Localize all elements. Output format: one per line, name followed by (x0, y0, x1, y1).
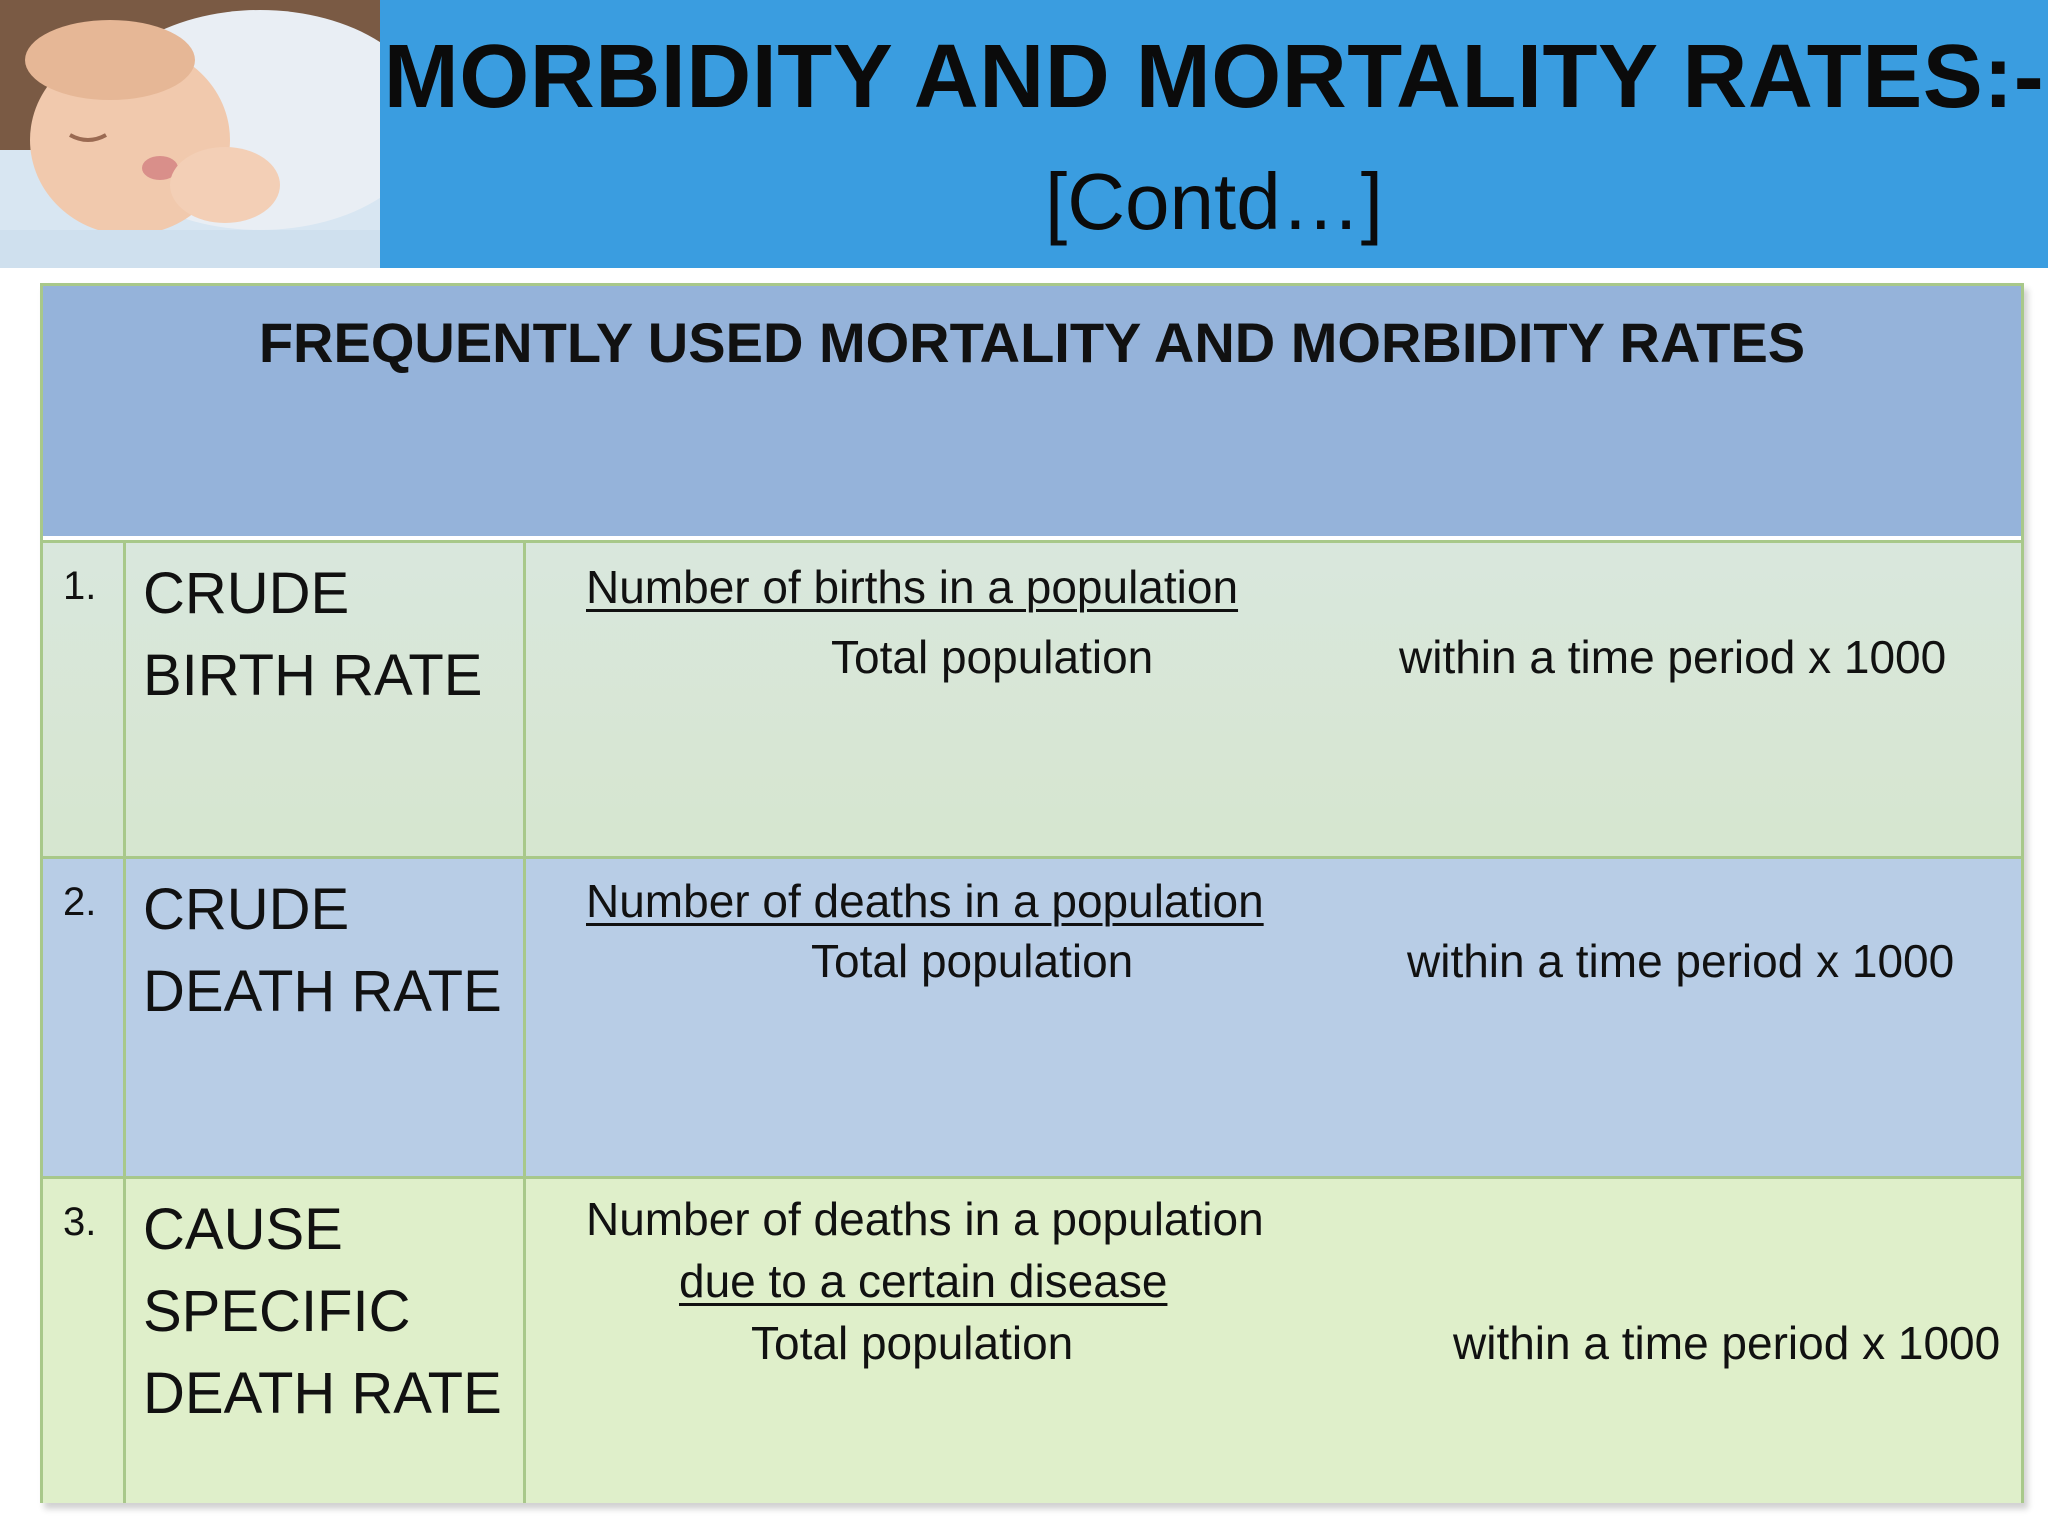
rate-name-cell: CRUDE BIRTH RATE (123, 543, 526, 859)
row-number-cell: 1. (43, 543, 126, 859)
formula-denominator: Total population (811, 935, 1134, 987)
formula-numerator-qualifier: due to a certain disease (679, 1255, 1168, 1307)
formula-cell: Number of births in a population Total p… (526, 543, 2021, 859)
row-number: 1. (63, 564, 97, 608)
table-row: 1. CRUDE BIRTH RATE Number of births in … (43, 540, 2021, 859)
rate-name-cell: CAUSE SPECIFIC DEATH RATE (123, 1179, 526, 1503)
rate-name-line: SPECIFIC (143, 1279, 411, 1344)
rate-name-line: DEATH RATE (143, 959, 502, 1024)
formula-numerator: Number of deaths in a population (586, 1193, 1264, 1245)
formula-cell: Number of deaths in a population Total p… (526, 859, 2021, 1179)
slide-subtitle: [Contd…] (1045, 157, 1383, 246)
rate-name-line: DEATH RATE (143, 1361, 502, 1426)
table-heading: FREQUENTLY USED MORTALITY AND MORBIDITY … (258, 311, 1806, 374)
row-number: 3. (63, 1200, 97, 1244)
formula-denominator: Total population (831, 631, 1154, 683)
formula-multiplier: within a time period x 1000 (1407, 935, 1955, 987)
rate-name-line: BIRTH RATE (143, 643, 483, 708)
row-number: 2. (63, 880, 97, 924)
slide-header: MORBIDITY AND MORTALITY RATES:- [Contd…] (0, 0, 2048, 268)
formula-multiplier: within a time period x 1000 (1399, 631, 1947, 683)
formula-denominator: Total population (751, 1317, 1074, 1369)
title-area: MORBIDITY AND MORTALITY RATES:- [Contd…] (380, 0, 2048, 268)
rate-name-line: CAUSE (143, 1197, 343, 1262)
rate-name-line: CRUDE (143, 877, 350, 942)
row-number-cell: 2. (43, 859, 126, 1179)
slide-title: MORBIDITY AND MORTALITY RATES:- (383, 27, 2045, 127)
formula-multiplier: within a time period x 1000 (1453, 1317, 2001, 1369)
rates-table: FREQUENTLY USED MORTALITY AND MORBIDITY … (40, 283, 2024, 1503)
baby-illustration (0, 0, 380, 268)
rate-name-cell: CRUDE DEATH RATE (123, 859, 526, 1179)
table-header: FREQUENTLY USED MORTALITY AND MORBIDITY … (43, 286, 2021, 540)
table-row: 2. CRUDE DEATH RATE Number of deaths in … (43, 856, 2021, 1179)
rate-name-line: CRUDE (143, 561, 350, 626)
formula-numerator: Number of deaths in a population (586, 875, 1264, 927)
formula-numerator: Number of births in a population (586, 561, 1239, 613)
table-row: 3. CAUSE SPECIFIC DEATH RATE Number of d… (43, 1176, 2021, 1503)
formula-cell: Number of deaths in a population due to … (526, 1179, 2021, 1503)
sleeping-baby-photo (0, 0, 380, 268)
row-number-cell: 3. (43, 1179, 126, 1503)
